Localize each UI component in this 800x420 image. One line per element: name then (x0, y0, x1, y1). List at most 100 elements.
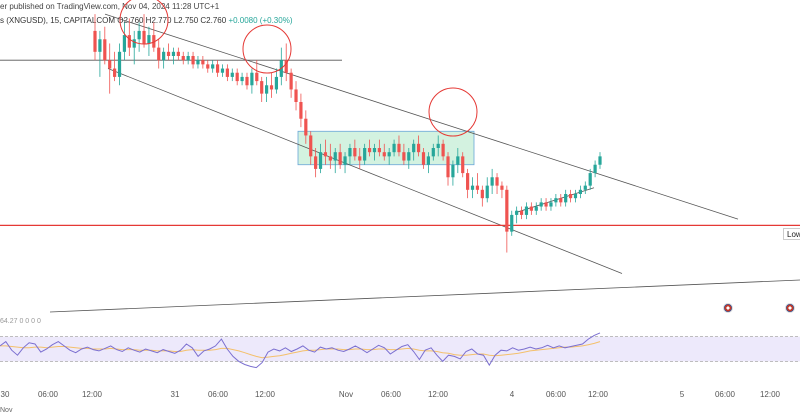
candle (421, 152, 426, 165)
candle (564, 194, 568, 203)
x-tick-label: 12:00 (82, 390, 103, 399)
candle (490, 177, 494, 186)
candle (578, 189, 582, 194)
candle (284, 60, 288, 73)
candle (353, 148, 357, 157)
highlight-circle-1[interactable] (119, 0, 169, 45)
candle (309, 135, 313, 157)
candle (554, 198, 558, 203)
us-flag-icon[interactable] (785, 303, 795, 313)
long-trend-line[interactable] (49, 279, 800, 313)
candle (196, 60, 200, 65)
candle (127, 35, 131, 48)
x-tick-label: 12:00 (428, 390, 449, 399)
candle (157, 47, 161, 61)
candle (559, 198, 563, 203)
x-axis: 30 06:00 12:00 31 06:00 12:00 Nov 06:00 12:00 4 06… (1, 390, 781, 399)
x-tick-label: 12:00 (255, 390, 276, 399)
candle (265, 85, 269, 94)
channel-upper-line[interactable] (104, 13, 739, 220)
candle (294, 89, 298, 102)
x-tick-label: 5 (680, 390, 685, 399)
candle (176, 51, 180, 56)
candle (524, 206, 529, 215)
candle (162, 51, 166, 61)
candle (147, 35, 151, 44)
candle (348, 148, 352, 157)
x-tick-label: 06:00 (546, 390, 567, 399)
candle (480, 189, 484, 199)
candle (549, 202, 553, 207)
candle (598, 156, 602, 165)
candle (431, 148, 435, 157)
candle (230, 72, 234, 77)
x-tick-label: 06:00 (208, 390, 229, 399)
candle (333, 152, 337, 161)
candle (304, 118, 308, 136)
highlight-circle-3[interactable] (428, 87, 478, 137)
candle (274, 76, 279, 90)
candle (588, 173, 592, 186)
candle (343, 156, 347, 165)
candle (206, 64, 210, 69)
cursor-date-label: Nov (0, 407, 13, 414)
candle (372, 148, 377, 153)
candle (255, 72, 259, 82)
rsi-pane (0, 332, 800, 369)
x-tick-label: 06:00 (381, 390, 402, 399)
candle (98, 39, 102, 52)
candle (426, 156, 430, 165)
x-tick-label: 4 (510, 390, 515, 399)
candle (456, 156, 460, 165)
candle (377, 148, 381, 153)
candle (466, 173, 470, 190)
us-flag-icon[interactable] (723, 303, 733, 313)
candle (519, 210, 524, 215)
highlight-circle-2[interactable] (242, 24, 292, 74)
candle (461, 156, 465, 174)
candle (412, 143, 416, 153)
candle (529, 206, 533, 211)
candle (299, 102, 303, 119)
candle (250, 72, 254, 86)
candle (407, 152, 411, 161)
candle (108, 60, 112, 69)
candle (382, 152, 386, 157)
price-axis-label: Low (783, 228, 800, 240)
candle (500, 185, 504, 190)
candle (392, 143, 396, 153)
ohlc-values: O2.760 H2.770 L2.750 C2.760 (117, 16, 227, 25)
candle (451, 164, 455, 178)
candle (260, 81, 264, 94)
candle (539, 202, 543, 207)
candle (328, 156, 332, 161)
candle (122, 35, 127, 52)
candle (289, 72, 293, 90)
candle (441, 143, 445, 157)
candle (93, 30, 97, 52)
candle-series (93, 14, 602, 253)
channel-lower-line[interactable] (107, 68, 623, 274)
candle (103, 39, 107, 61)
symbol-line: s (XNGUSD), 15, CAPITALCOM O2.760 H2.770… (0, 16, 292, 25)
x-tick-label: 06:00 (38, 390, 59, 399)
candle (215, 64, 220, 73)
candle (505, 189, 509, 232)
candle (568, 194, 573, 199)
x-tick-label: 30 (1, 390, 10, 399)
symbol-name: s (XNGUSD), 15, CAPITALCOM (0, 16, 115, 25)
publisher-line: er published on TradingView.com, Nov 04,… (0, 2, 220, 11)
candle (495, 177, 499, 186)
candle (544, 202, 548, 207)
candle (323, 152, 328, 157)
candle (510, 214, 514, 232)
candle (240, 76, 244, 82)
candle (166, 51, 171, 56)
candle (470, 185, 475, 190)
candle (225, 68, 229, 77)
candle (387, 152, 391, 157)
candle (235, 72, 239, 82)
candle (171, 51, 176, 56)
candle (152, 35, 156, 48)
